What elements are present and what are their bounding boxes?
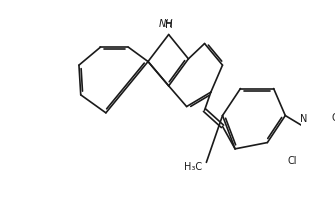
Text: H: H [165,20,173,30]
Text: N: N [299,114,307,124]
Text: Cl: Cl [288,155,297,165]
Text: H₃C: H₃C [184,161,202,171]
Text: Cl: Cl [331,113,335,123]
Text: NH: NH [159,19,174,29]
